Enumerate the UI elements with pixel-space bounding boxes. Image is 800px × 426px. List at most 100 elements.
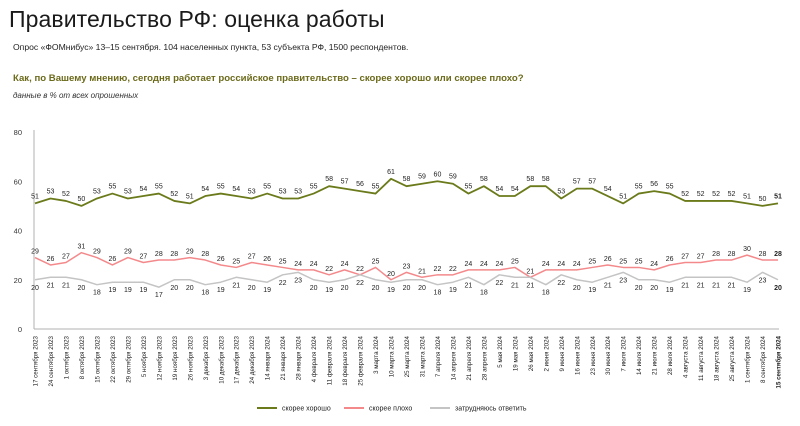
x-tick-label: 1 сентября 2024 (745, 335, 752, 383)
data-label-bad: 27 (681, 254, 689, 261)
data-label-hard: 21 (47, 282, 55, 289)
data-label-hard: 20 (372, 285, 380, 292)
data-label-hard: 22 (557, 280, 565, 287)
data-label-hard: 20 (186, 285, 194, 292)
data-label-good: 57 (573, 179, 581, 186)
data-label-hard: 21 (697, 282, 705, 289)
data-label-bad: 27 (62, 254, 70, 261)
data-label-bad: 28 (712, 251, 720, 258)
y-tick-label: 80 (14, 128, 22, 137)
data-label-bad: 29 (186, 249, 194, 256)
x-tick-label: 18 февраля 2024 (342, 335, 349, 385)
data-label-good: 58 (325, 176, 333, 183)
data-label-good: 53 (248, 188, 256, 195)
data-label-good: 53 (294, 188, 302, 195)
data-label-bad: 28 (774, 251, 782, 258)
data-label-bad: 25 (372, 258, 380, 265)
data-label-bad: 22 (325, 266, 333, 273)
legend-label-good: скорее хорошо (282, 406, 331, 413)
data-label-good: 53 (557, 188, 565, 195)
page-title: Правительство РФ: оценка работы (9, 6, 385, 32)
data-label-bad: 24 (465, 261, 473, 268)
data-label-bad: 24 (310, 261, 318, 268)
data-label-good: 51 (619, 193, 627, 200)
data-label-bad: 24 (294, 261, 302, 268)
data-label-hard: 18 (93, 290, 101, 297)
data-label-bad: 24 (650, 261, 658, 268)
data-label-bad: 24 (557, 261, 565, 268)
x-tick-label: 19 мая 2024 (512, 335, 519, 371)
data-label-good: 55 (635, 184, 643, 191)
data-label-good: 54 (604, 186, 612, 193)
data-label-good: 52 (728, 191, 736, 198)
data-label-hard: 23 (619, 277, 627, 284)
data-label-good: 52 (712, 191, 720, 198)
data-label-hard: 21 (62, 282, 70, 289)
data-label-bad: 30 (743, 246, 751, 253)
data-label-hard: 20 (310, 285, 318, 292)
x-tick-label: 2 июня 2024 (543, 335, 550, 371)
x-tick-label: 14 июля 2024 (636, 335, 643, 375)
data-label-hard: 21 (681, 282, 689, 289)
data-label-hard: 22 (356, 280, 364, 287)
x-tick-label: 25 февраля 2024 (358, 335, 365, 385)
data-label-hard: 19 (108, 287, 116, 294)
x-tick-label: 29 октября 2023 (125, 335, 132, 382)
data-label-hard: 18 (434, 290, 442, 297)
data-label-good: 58 (403, 176, 411, 183)
data-label-hard: 19 (743, 287, 751, 294)
data-label-bad: 25 (619, 258, 627, 265)
data-label-hard: 19 (124, 287, 132, 294)
data-label-good: 55 (155, 184, 163, 191)
data-label-bad: 25 (232, 258, 240, 265)
data-label-good: 53 (93, 188, 101, 195)
survey-question: Как, по Вашему мнению, сегодня работает … (13, 73, 524, 84)
data-label-hard: 18 (480, 290, 488, 297)
data-label-good: 55 (465, 184, 473, 191)
data-label-good: 59 (449, 174, 457, 181)
data-label-bad: 22 (434, 266, 442, 273)
x-tick-label: 25 августа 2024 (729, 335, 736, 381)
data-label-good: 54 (201, 186, 209, 193)
data-label-bad: 25 (279, 258, 287, 265)
data-label-good: 61 (387, 169, 395, 176)
x-tick-label: 28 апреля 2024 (481, 335, 488, 380)
x-tick-label: 11 августа 2024 (698, 335, 705, 380)
y-tick-label: 40 (14, 227, 22, 236)
data-label-bad: 24 (480, 261, 488, 268)
data-label-hard: 18 (201, 290, 209, 297)
x-tick-label: 4 августа 2024 (683, 335, 690, 378)
data-label-bad: 28 (170, 251, 178, 258)
x-tick-label: 11 февраля 2024 (327, 335, 334, 385)
data-label-hard: 19 (325, 287, 333, 294)
y-tick-label: 20 (14, 276, 22, 285)
x-tick-label: 14 января 2024 (265, 335, 272, 380)
data-label-good: 60 (434, 171, 442, 178)
data-label-good: 59 (418, 174, 426, 181)
x-tick-label: 23 июня 2024 (590, 335, 597, 375)
data-label-good: 51 (743, 193, 751, 200)
x-tick-label: 17 декабря 2023 (234, 335, 241, 383)
data-label-hard: 21 (604, 282, 612, 289)
x-tick-label: 3 декабря 2023 (203, 335, 210, 380)
data-label-hard: 19 (666, 287, 674, 294)
data-label-bad: 23 (403, 263, 411, 270)
x-tick-label: 26 мая 2024 (528, 335, 535, 371)
data-label-hard: 20 (650, 285, 658, 292)
data-label-hard: 19 (139, 287, 147, 294)
x-tick-label: 18 августа 2024 (714, 335, 721, 381)
data-label-good: 53 (124, 188, 132, 195)
data-label-good: 50 (759, 196, 767, 203)
x-tick-label: 19 ноября 2023 (172, 335, 179, 380)
x-tick-label: 22 октября 2023 (110, 335, 117, 382)
data-label-bad: 20 (387, 271, 395, 278)
x-tick-label: 4 февраля 2024 (311, 335, 318, 382)
data-label-bad: 31 (78, 244, 86, 251)
data-label-hard: 17 (155, 292, 163, 299)
data-label-bad: 29 (124, 249, 132, 256)
x-tick-label: 10 марта 2024 (389, 335, 396, 377)
data-label-good: 51 (186, 193, 194, 200)
x-tick-label: 8 сентября 2024 (760, 335, 767, 383)
data-label-hard: 20 (418, 285, 426, 292)
data-label-good: 55 (310, 184, 318, 191)
